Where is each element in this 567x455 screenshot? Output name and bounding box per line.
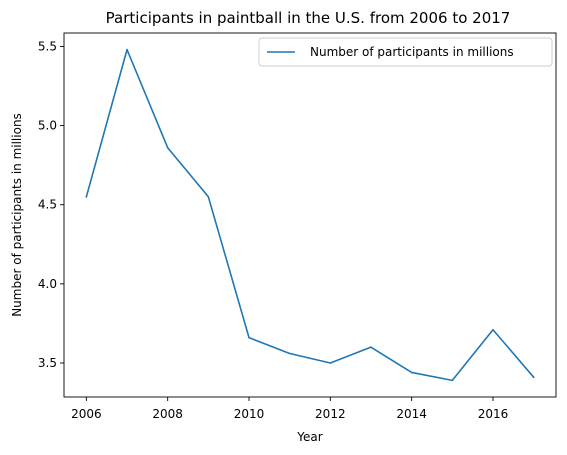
- x-axis-label: Year: [296, 430, 322, 444]
- y-axis-label: Number of participants in millions: [10, 113, 24, 317]
- x-axis: 2006 2008 2010 2012 2014 2016: [71, 397, 508, 421]
- data-point: [166, 146, 169, 149]
- data-point: [451, 379, 454, 382]
- data-point: [207, 196, 210, 198]
- data-point: [492, 328, 494, 331]
- y-tick-label: 5.5: [38, 39, 57, 53]
- y-tick-label: 5.0: [38, 119, 57, 133]
- legend-box: [258, 37, 553, 67]
- y-axis: 3.5 4.0 4.5 5.0 5.5: [38, 39, 64, 370]
- x-tick-label: 2012: [315, 407, 346, 421]
- data-point: [288, 352, 291, 355]
- data-point: [370, 346, 372, 348]
- data-point: [126, 48, 128, 51]
- chart-title: Participants in paintball in the U.S. fr…: [106, 9, 511, 27]
- data-points: [85, 48, 535, 382]
- data-point: [532, 376, 535, 379]
- x-tick-label: 2008: [152, 407, 183, 421]
- y-tick-label: 3.5: [38, 356, 57, 370]
- legend-label: Number of participants in millions: [310, 45, 514, 59]
- x-tick-label: 2010: [234, 407, 265, 421]
- data-point: [410, 371, 413, 374]
- y-tick-label: 4.5: [38, 198, 57, 212]
- data-point: [329, 362, 332, 364]
- x-tick-label: 2014: [396, 407, 427, 421]
- series-line: [85, 48, 535, 382]
- legend: Number of participants in millions: [258, 37, 553, 67]
- x-tick-label: 2016: [478, 407, 509, 421]
- plot-frame: [63, 32, 557, 398]
- y-tick-label: 4.0: [38, 277, 57, 291]
- data-point: [248, 336, 250, 339]
- data-point: [85, 196, 88, 198]
- x-tick-label: 2006: [71, 407, 102, 421]
